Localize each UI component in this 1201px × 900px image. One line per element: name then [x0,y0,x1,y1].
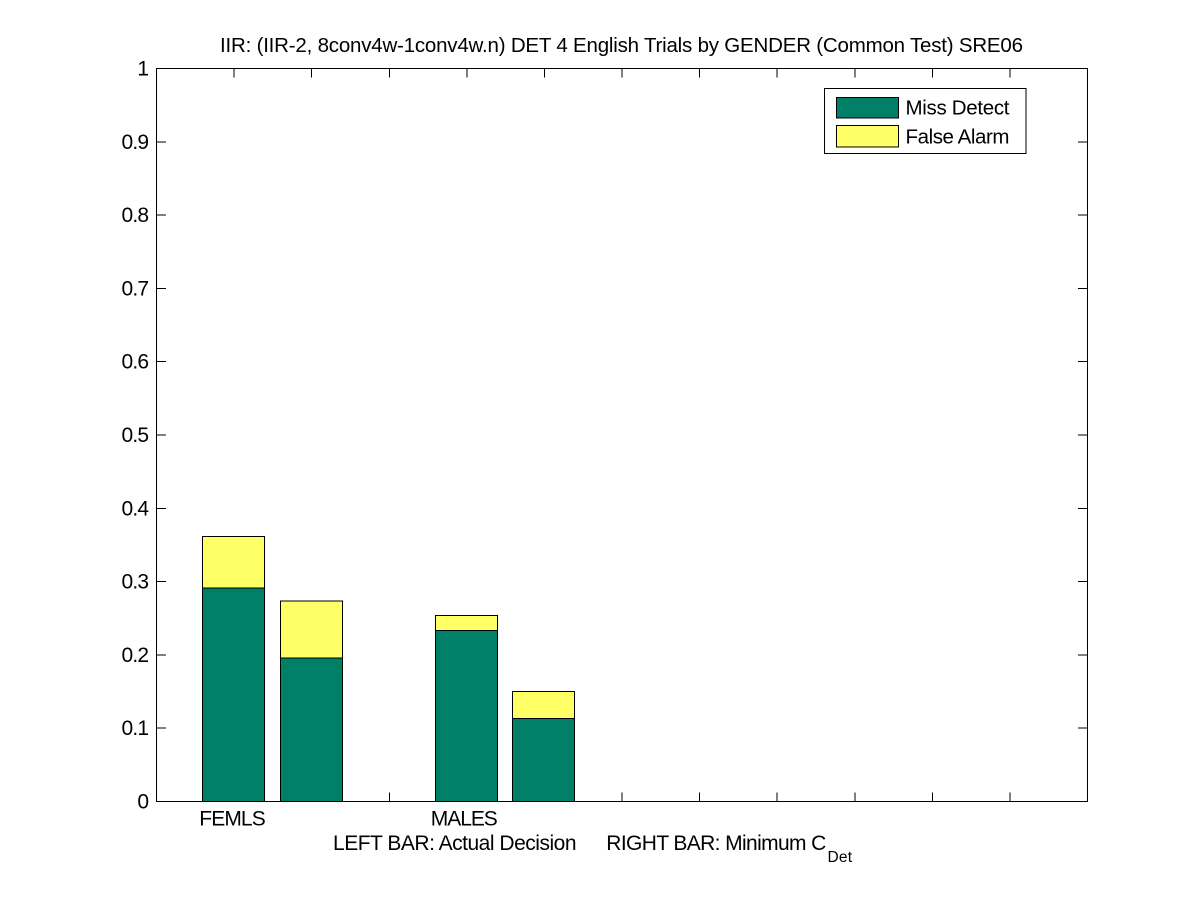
svg-text:0.4: 0.4 [122,497,150,520]
svg-text:Det: Det [828,849,853,866]
svg-text:IIR: (IIR-2, 8conv4w-1conv4w.n: IIR: (IIR-2, 8conv4w-1conv4w.n) DET 4 En… [220,34,1023,57]
svg-text:RIGHT BAR: Minimum C: RIGHT BAR: Minimum C [606,832,826,855]
svg-text:LEFT BAR: Actual Decision: LEFT BAR: Actual Decision [333,832,577,855]
svg-text:0.2: 0.2 [122,644,150,667]
svg-text:0.6: 0.6 [122,351,150,374]
svg-text:Miss Detect: Miss Detect [906,97,1010,120]
svg-text:0.5: 0.5 [122,424,150,447]
svg-text:0.9: 0.9 [122,131,150,154]
svg-text:0.1: 0.1 [122,717,150,740]
svg-text:False Alarm: False Alarm [906,126,1010,149]
svg-text:1: 1 [137,57,149,80]
svg-text:FEMLS: FEMLS [199,808,266,831]
svg-text:0.7: 0.7 [122,277,150,300]
svg-text:MALES: MALES [431,808,498,831]
svg-text:0.3: 0.3 [122,571,150,594]
svg-text:0.8: 0.8 [122,204,150,227]
svg-text:0: 0 [137,790,149,813]
